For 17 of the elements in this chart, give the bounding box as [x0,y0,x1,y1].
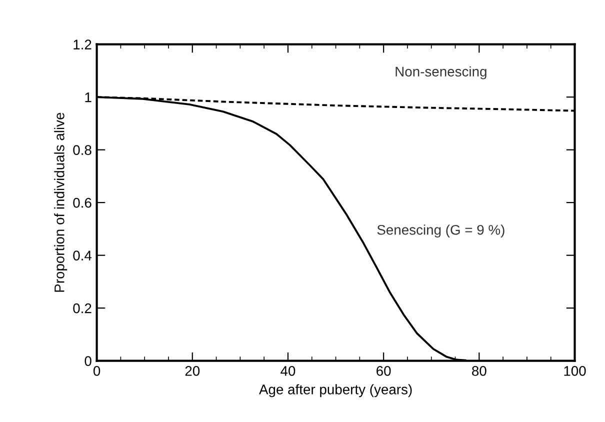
y-tick-label: 1.2 [74,40,92,50]
x-tick-label: 20 [185,366,200,376]
y-tick-label: 0.8 [73,145,92,155]
y-tick-label: 0.6 [73,198,92,208]
x-tick-label: 100 [564,366,586,376]
y-tick-label: 0.4 [73,250,92,260]
x-tick-label: 40 [280,366,296,376]
y-tick-label: 0.2 [73,303,92,314]
annotation: Senescing (G = 9 %) [377,224,504,238]
x-axis-title: Age after puberty (years) [259,384,412,398]
x-tick-label: 0 [93,366,100,376]
x-tick-label: 80 [472,366,486,376]
y-axis-title: Proportion of individuals alive [54,112,68,292]
annotation: Non-senescing [396,66,486,80]
y-tick-label: 0 [84,356,92,366]
y-tick-label: 1 [85,92,92,102]
x-tick-label: 60 [376,366,391,376]
